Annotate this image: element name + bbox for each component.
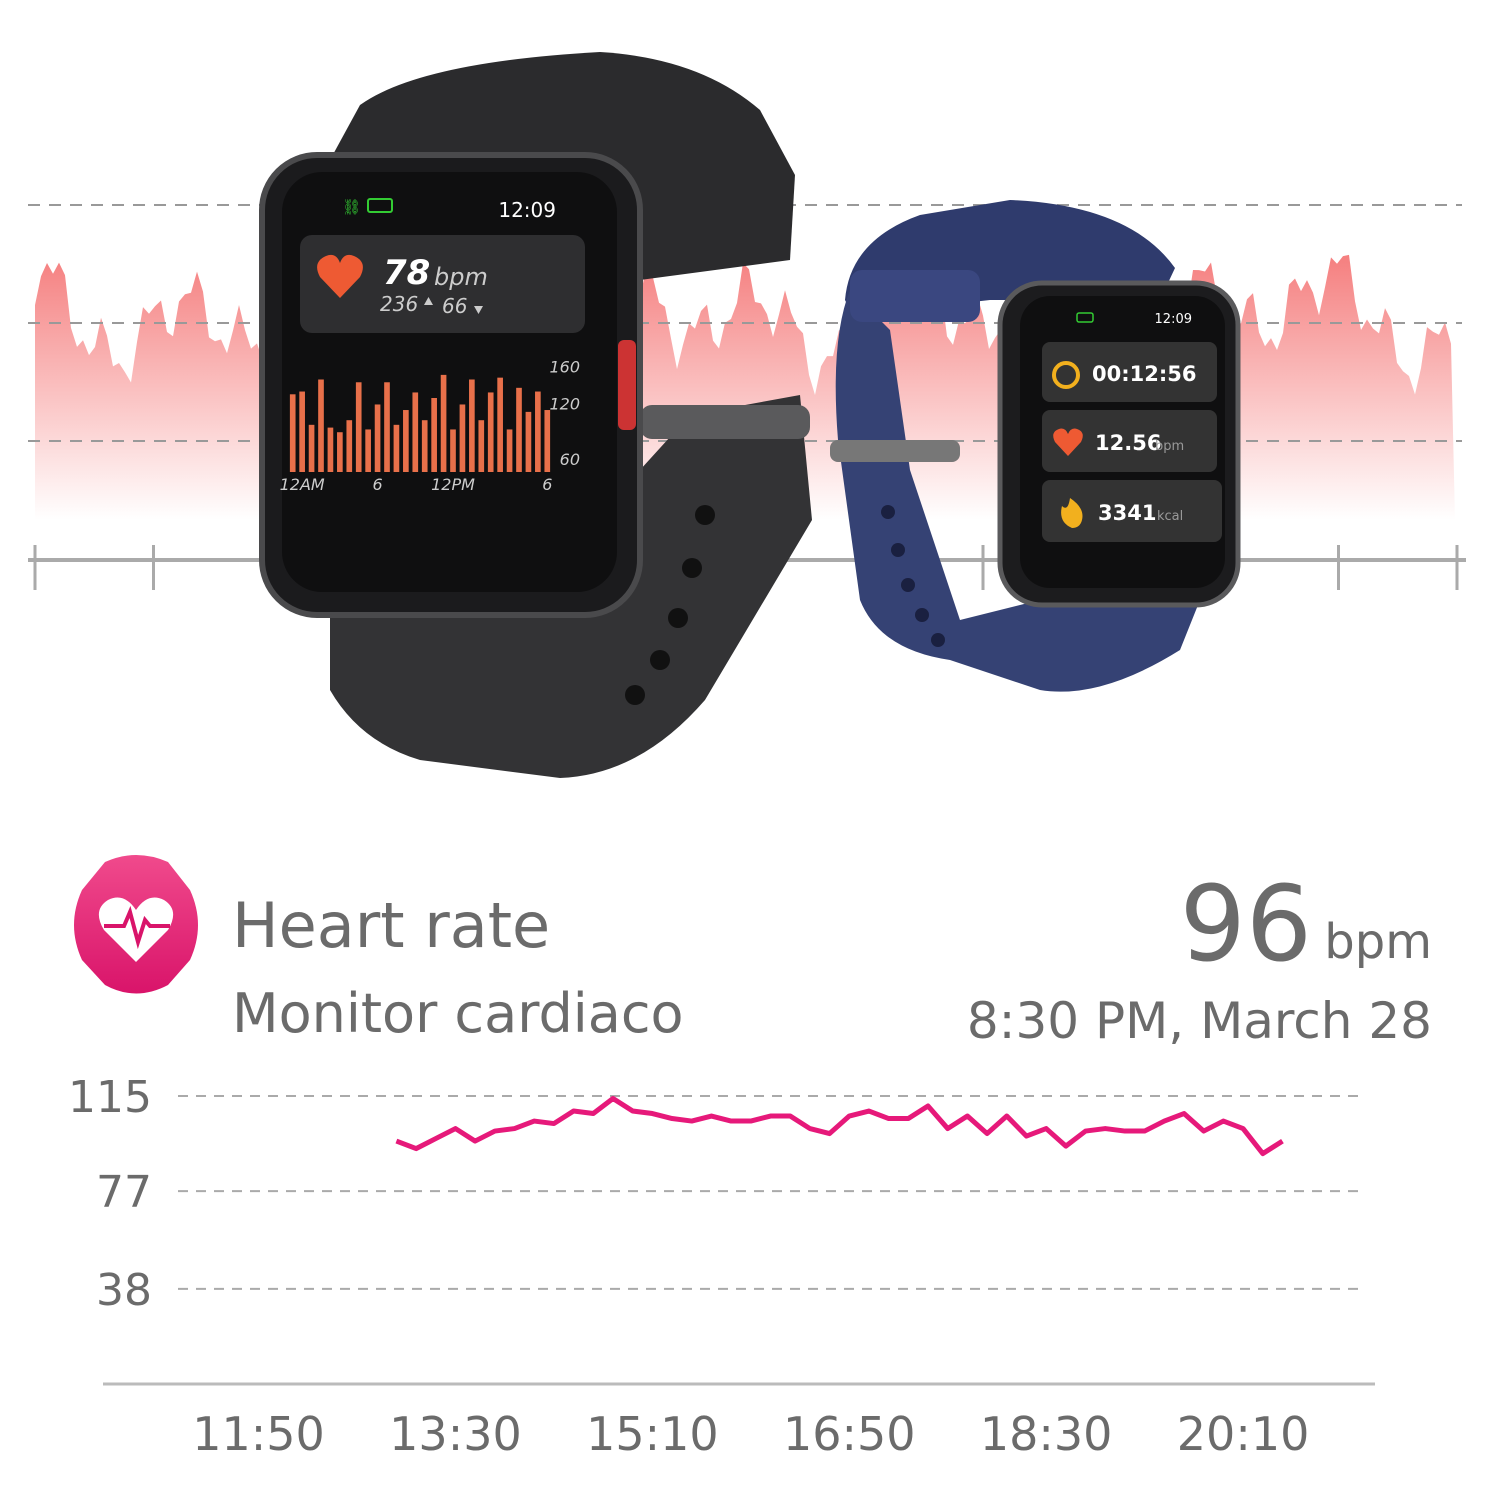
mini-bar-chart: 60 120 160 12AM 6 12PM 6 bbox=[280, 358, 580, 494]
bar bbox=[355, 382, 362, 472]
title: Heart rate bbox=[232, 889, 550, 962]
x-tick-label: 13:30 bbox=[389, 1407, 522, 1461]
bar bbox=[459, 404, 466, 472]
icon-pulse bbox=[104, 905, 170, 950]
watch-time: 12:09 bbox=[498, 198, 556, 222]
strap-hole bbox=[931, 633, 945, 647]
bar bbox=[308, 424, 315, 472]
calories-value: 3341 bbox=[1098, 501, 1156, 525]
bar bbox=[478, 420, 485, 472]
subtitle: Monitor cardiaco bbox=[232, 982, 684, 1045]
heart-rate-value: 12.56 bbox=[1095, 431, 1161, 455]
up-arrow bbox=[424, 297, 433, 305]
stopwatch-icon bbox=[1052, 361, 1080, 389]
down-arrow bbox=[474, 306, 483, 314]
hr-card bbox=[300, 235, 585, 333]
bar bbox=[327, 427, 334, 472]
watch-band-bottom bbox=[330, 395, 812, 778]
buckle bbox=[830, 440, 960, 462]
black-watch: ⛓ 12:09 78 bpm 236 66 60 120 160 12AM 6 12PM 6 bbox=[259, 52, 812, 778]
buckle bbox=[640, 405, 810, 439]
strap-hole bbox=[650, 650, 670, 670]
bar bbox=[421, 420, 428, 472]
timestamp: 8:30 PM, March 28 bbox=[967, 992, 1432, 1050]
bar bbox=[299, 391, 305, 472]
heart-rate-value: 78 bbox=[383, 253, 430, 293]
heart-rate-chart: 38 77 115 11:50 13:30 15:10 16:50 18:30 20:10 bbox=[68, 1072, 1375, 1461]
bar bbox=[289, 394, 296, 472]
heart-icon bbox=[1053, 428, 1083, 456]
header: Heart rate Monitor cardiaco 96 bpm 8:30 … bbox=[74, 855, 1432, 1050]
side-button bbox=[618, 340, 636, 430]
y-tick-label: 120 bbox=[549, 395, 580, 414]
heart-card bbox=[1042, 410, 1217, 472]
bar bbox=[506, 429, 513, 472]
bar bbox=[487, 392, 494, 472]
reading-unit: bpm bbox=[1324, 914, 1432, 970]
bar bbox=[337, 432, 343, 472]
min-rate: 66 bbox=[442, 294, 467, 318]
strap-hole bbox=[695, 505, 715, 525]
y-tick-label: 38 bbox=[96, 1265, 152, 1316]
x-tick-label: 18:30 bbox=[980, 1407, 1113, 1461]
strap-hole bbox=[891, 543, 905, 557]
calories-unit: kcal bbox=[1157, 509, 1183, 524]
strap-hole bbox=[915, 608, 929, 622]
timer-card bbox=[1042, 342, 1217, 402]
battery-icon bbox=[1076, 312, 1094, 323]
bar bbox=[393, 424, 400, 472]
heart-icon bbox=[317, 254, 363, 298]
y-tick-label: 77 bbox=[96, 1167, 152, 1218]
flame-icon bbox=[1061, 498, 1083, 528]
strap-hole bbox=[682, 558, 702, 578]
x-tick-label: 12PM bbox=[431, 475, 475, 494]
heart-rate-unit: bpm bbox=[434, 263, 488, 291]
reading: 96 bbox=[1180, 863, 1312, 985]
max-rate: 236 bbox=[380, 292, 418, 316]
x-tick-label: 15:10 bbox=[586, 1407, 719, 1461]
bar bbox=[318, 379, 324, 472]
y-tick-label: 160 bbox=[549, 358, 580, 377]
strap-hole bbox=[901, 578, 915, 592]
bar bbox=[365, 429, 371, 472]
heart-rate-unit: bpm bbox=[1155, 439, 1184, 454]
battery-icon bbox=[367, 198, 393, 213]
y-tick-label: 60 bbox=[560, 450, 580, 469]
bar bbox=[403, 410, 409, 472]
bar bbox=[544, 410, 551, 472]
x-tick-label: 20:10 bbox=[1177, 1407, 1310, 1461]
x-tick-label: 16:50 bbox=[783, 1407, 916, 1461]
bar bbox=[431, 398, 437, 472]
blue-watch: 12:09 00:12:56 12.56 bpm 3341 kcal bbox=[830, 200, 1241, 692]
x-tick-label: 12AM bbox=[280, 475, 325, 494]
x-tick-label: 11:50 bbox=[192, 1407, 325, 1461]
bar bbox=[450, 429, 456, 472]
bar bbox=[374, 404, 381, 472]
link-icon: ⛓ bbox=[342, 198, 361, 216]
bar bbox=[346, 420, 353, 472]
bar bbox=[525, 411, 532, 472]
bar bbox=[412, 392, 419, 472]
band-loop bbox=[850, 270, 980, 322]
watch-band-bottom bbox=[835, 290, 1200, 692]
strap-hole bbox=[668, 608, 688, 628]
strap-hole bbox=[881, 505, 895, 519]
bar bbox=[440, 374, 447, 472]
watch-time: 12:09 bbox=[1155, 312, 1192, 327]
x-tick-label: 6 bbox=[542, 475, 552, 494]
calorie-card bbox=[1042, 480, 1222, 542]
y-tick-label: 115 bbox=[68, 1072, 152, 1123]
heart-rate-line bbox=[395, 1096, 1284, 1157]
x-tick-label: 6 bbox=[372, 475, 382, 494]
bar bbox=[497, 377, 503, 472]
bar bbox=[469, 379, 475, 472]
bar bbox=[516, 387, 522, 472]
strap-hole bbox=[625, 685, 645, 705]
timer-value: 00:12:56 bbox=[1092, 362, 1196, 386]
bar bbox=[384, 382, 390, 472]
bar bbox=[535, 391, 541, 472]
